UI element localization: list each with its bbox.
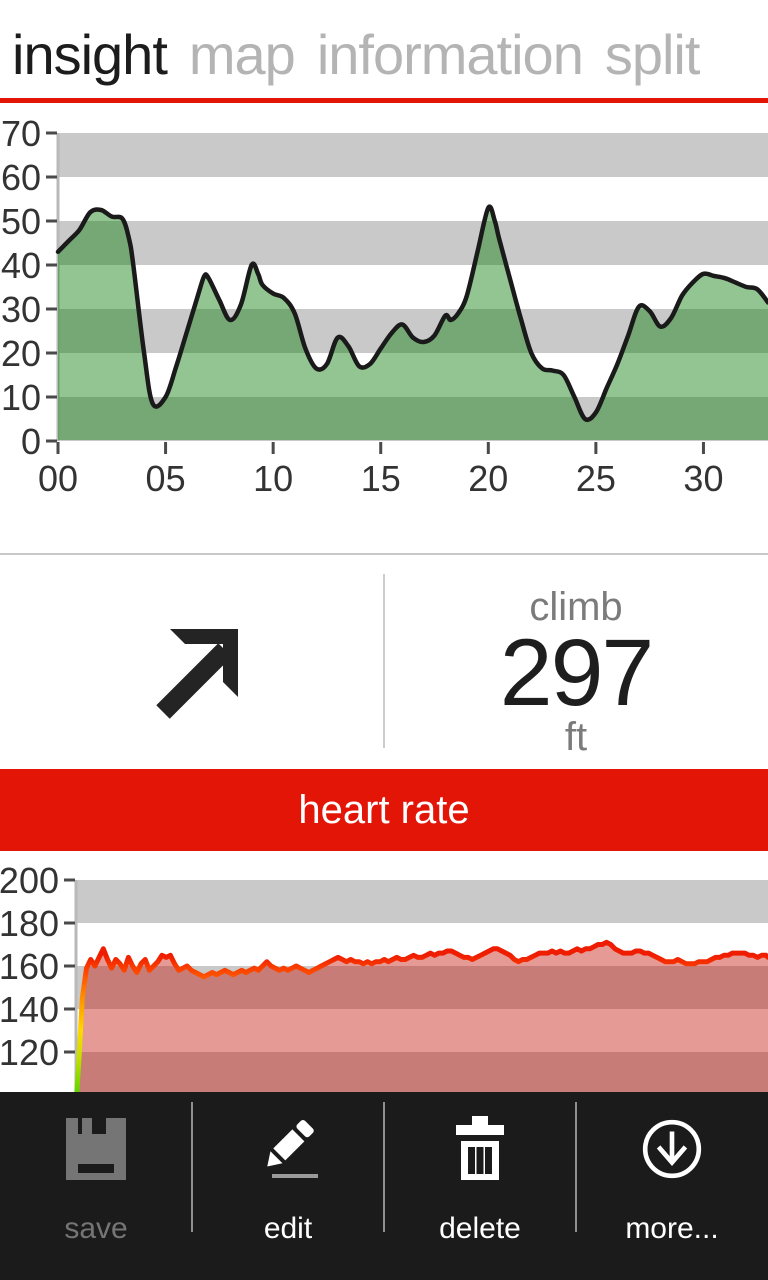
stat-label: climb bbox=[529, 585, 623, 629]
pivot-underline bbox=[0, 98, 768, 103]
svg-text:15: 15 bbox=[361, 458, 401, 499]
tab-map[interactable]: map bbox=[188, 23, 296, 86]
svg-text:140: 140 bbox=[0, 989, 59, 1030]
heart-rate-chart-wrap: 120 140 160 180 200 bbox=[0, 855, 768, 1092]
svg-text:25: 25 bbox=[576, 458, 616, 499]
svg-text:30: 30 bbox=[683, 458, 723, 499]
section-divider bbox=[0, 553, 768, 555]
tab-split[interactable]: split bbox=[604, 23, 701, 86]
delete-label: delete bbox=[439, 1212, 521, 1245]
svg-text:10: 10 bbox=[1, 377, 41, 418]
stat-unit: ft bbox=[564, 715, 588, 759]
svg-text:70: 70 bbox=[1, 113, 41, 154]
svg-text:05: 05 bbox=[146, 458, 186, 499]
svg-text:40: 40 bbox=[1, 245, 41, 286]
svg-text:50: 50 bbox=[1, 201, 41, 242]
climb-stat: climb 297 ft bbox=[385, 574, 767, 757]
circle-down-arrow-icon bbox=[639, 1114, 705, 1184]
tab-insight[interactable]: insight bbox=[12, 23, 168, 86]
svg-text:160: 160 bbox=[0, 946, 59, 987]
app-bar: save edit bbox=[0, 1092, 768, 1280]
stats-divider bbox=[383, 574, 385, 748]
save-label: save bbox=[64, 1212, 128, 1245]
svg-text:00: 00 bbox=[38, 458, 78, 499]
save-button[interactable]: save bbox=[0, 1092, 192, 1280]
edit-button[interactable]: edit bbox=[192, 1092, 384, 1280]
svg-text:20: 20 bbox=[468, 458, 508, 499]
trash-can-icon bbox=[448, 1114, 512, 1184]
svg-text:200: 200 bbox=[0, 860, 59, 901]
svg-text:20: 20 bbox=[1, 333, 41, 374]
floppy-disk-icon bbox=[64, 1114, 128, 1184]
edit-label: edit bbox=[263, 1212, 313, 1245]
svg-text:10: 10 bbox=[253, 458, 293, 499]
svg-text:60: 60 bbox=[1, 157, 41, 198]
svg-text:120: 120 bbox=[0, 1032, 59, 1073]
more-label: more... bbox=[625, 1212, 719, 1245]
delete-button[interactable]: delete bbox=[384, 1092, 576, 1280]
pencil-icon bbox=[256, 1114, 320, 1184]
stat-value: 297 bbox=[499, 620, 655, 726]
svg-text:180: 180 bbox=[0, 903, 59, 944]
tab-information[interactable]: information bbox=[316, 23, 584, 86]
appbar-separator bbox=[575, 1102, 577, 1232]
heart-rate-banner[interactable]: heart rate bbox=[0, 769, 768, 851]
more-button[interactable]: more... bbox=[576, 1092, 768, 1280]
appbar-separator bbox=[191, 1102, 193, 1232]
svg-text:0: 0 bbox=[21, 421, 41, 462]
appbar-separator bbox=[383, 1102, 385, 1232]
svg-text:30: 30 bbox=[1, 289, 41, 330]
pivot-header: insight map information split bbox=[12, 22, 768, 87]
trend-up-arrow-icon bbox=[156, 629, 238, 719]
